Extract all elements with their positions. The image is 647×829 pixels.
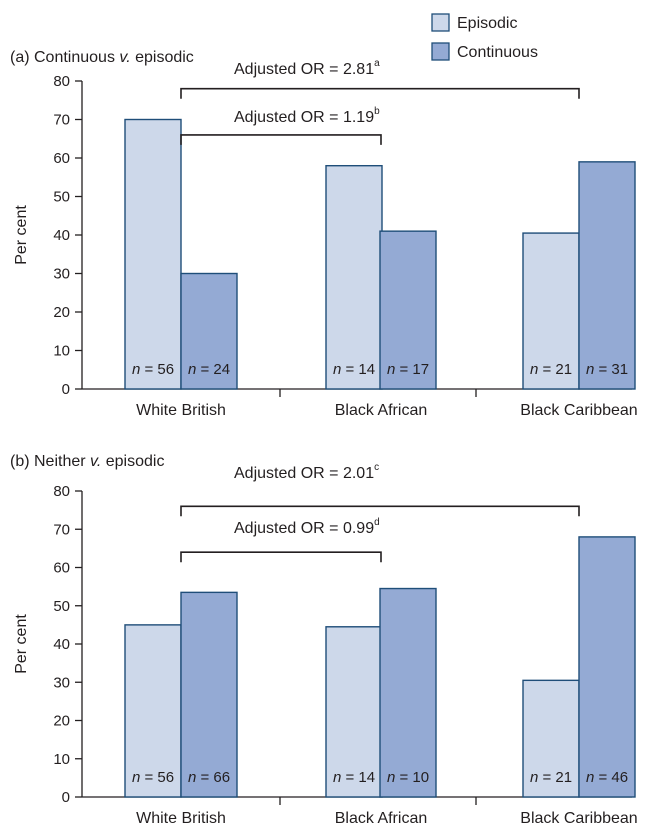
y-tick-label: 80	[53, 483, 70, 500]
n-label-black-caribbean-episodic: n = 21	[530, 361, 572, 378]
category-label-black-african: Black African	[335, 810, 427, 827]
legend: Episodic Continuous	[431, 13, 538, 61]
significance-bracket	[180, 87, 580, 99]
y-tick-label: 30	[53, 266, 70, 283]
category-label-white-british: White British	[136, 810, 226, 827]
category-label-white-british: White British	[136, 402, 226, 419]
n-label-black-caribbean-continuous: n = 31	[586, 361, 628, 378]
bar-black-african-episodic	[325, 164, 383, 390]
bar-black-caribbean-episodic	[522, 679, 580, 798]
adjusted-or-label: Adjusted OR = 0.99d	[234, 517, 380, 537]
y-axis-label: Per cent	[13, 614, 30, 674]
y-tick-label: 0	[62, 789, 70, 806]
panel-b: (b) Neither v. episodic Per cent 0 10 20 30 40…	[10, 453, 638, 827]
significance-bracket	[180, 505, 580, 517]
bar-white-british-episodic	[124, 118, 182, 390]
panel-title: (b) Neither v. episodic	[10, 453, 164, 470]
legend-label-episodic: Episodic	[457, 15, 517, 32]
y-tick-label: 70	[53, 521, 70, 538]
y-tick-label: 20	[53, 304, 70, 321]
n-label-black-caribbean-continuous: n = 46	[586, 769, 628, 786]
y-tick-label: 70	[53, 112, 70, 129]
n-label-white-british-episodic: n = 56	[132, 361, 174, 378]
y-tick-label: 80	[53, 73, 70, 90]
bar-black-african-continuous	[379, 230, 437, 390]
bar-black-african-continuous	[379, 587, 437, 798]
n-label-white-british-continuous: n = 66	[188, 769, 230, 786]
n-label-black-african-episodic: n = 14	[333, 769, 375, 786]
adjusted-or-label: Adjusted OR = 2.01c	[234, 462, 379, 482]
y-tick-label: 10	[53, 343, 70, 360]
y-axis-label: Per cent	[13, 205, 30, 265]
category-label-black-caribbean: Black Caribbean	[520, 810, 637, 827]
bar-black-caribbean-episodic	[522, 232, 580, 390]
bar-black-caribbean-continuous	[578, 161, 636, 390]
y-tick-label: 60	[53, 150, 70, 167]
y-tick-label: 0	[62, 381, 70, 398]
y-tick-label: 40	[53, 636, 70, 653]
legend-swatch-continuous	[431, 42, 450, 61]
n-label-black-african-continuous: n = 10	[387, 769, 429, 786]
y-tick-label: 20	[53, 713, 70, 730]
adjusted-or-label: Adjusted OR = 2.81a	[234, 58, 380, 78]
bar-white-british-continuous	[180, 272, 238, 390]
y-tick-label: 40	[53, 227, 70, 244]
legend-label-continuous: Continuous	[457, 44, 538, 61]
y-tick-label: 30	[53, 674, 70, 691]
y-tick-label: 50	[53, 189, 70, 206]
bar-white-british-episodic	[124, 624, 182, 798]
category-label-black-caribbean: Black Caribbean	[520, 402, 637, 419]
legend-swatch-episodic	[431, 13, 450, 32]
y-tick-label: 50	[53, 598, 70, 615]
n-label-black-caribbean-episodic: n = 21	[530, 769, 572, 786]
adjusted-or-label: Adjusted OR = 1.19b	[234, 106, 380, 126]
panel-title: (a) Continuous v. episodic	[10, 49, 194, 66]
bar-white-british-continuous	[180, 591, 238, 798]
category-label-black-african: Black African	[335, 402, 427, 419]
y-tick-label: 60	[53, 560, 70, 577]
n-label-white-british-continuous: n = 24	[188, 361, 230, 378]
significance-bracket	[180, 551, 382, 563]
n-label-black-african-continuous: n = 17	[387, 361, 429, 378]
y-tick-label: 10	[53, 751, 70, 768]
n-label-white-british-episodic: n = 56	[132, 769, 174, 786]
n-label-black-african-episodic: n = 14	[333, 361, 375, 378]
panel-a: (a) Continuous v. episodic Per cent 0 10 20 3…	[10, 49, 638, 419]
significance-bracket	[180, 134, 382, 145]
bar-black-caribbean-continuous	[578, 536, 636, 798]
